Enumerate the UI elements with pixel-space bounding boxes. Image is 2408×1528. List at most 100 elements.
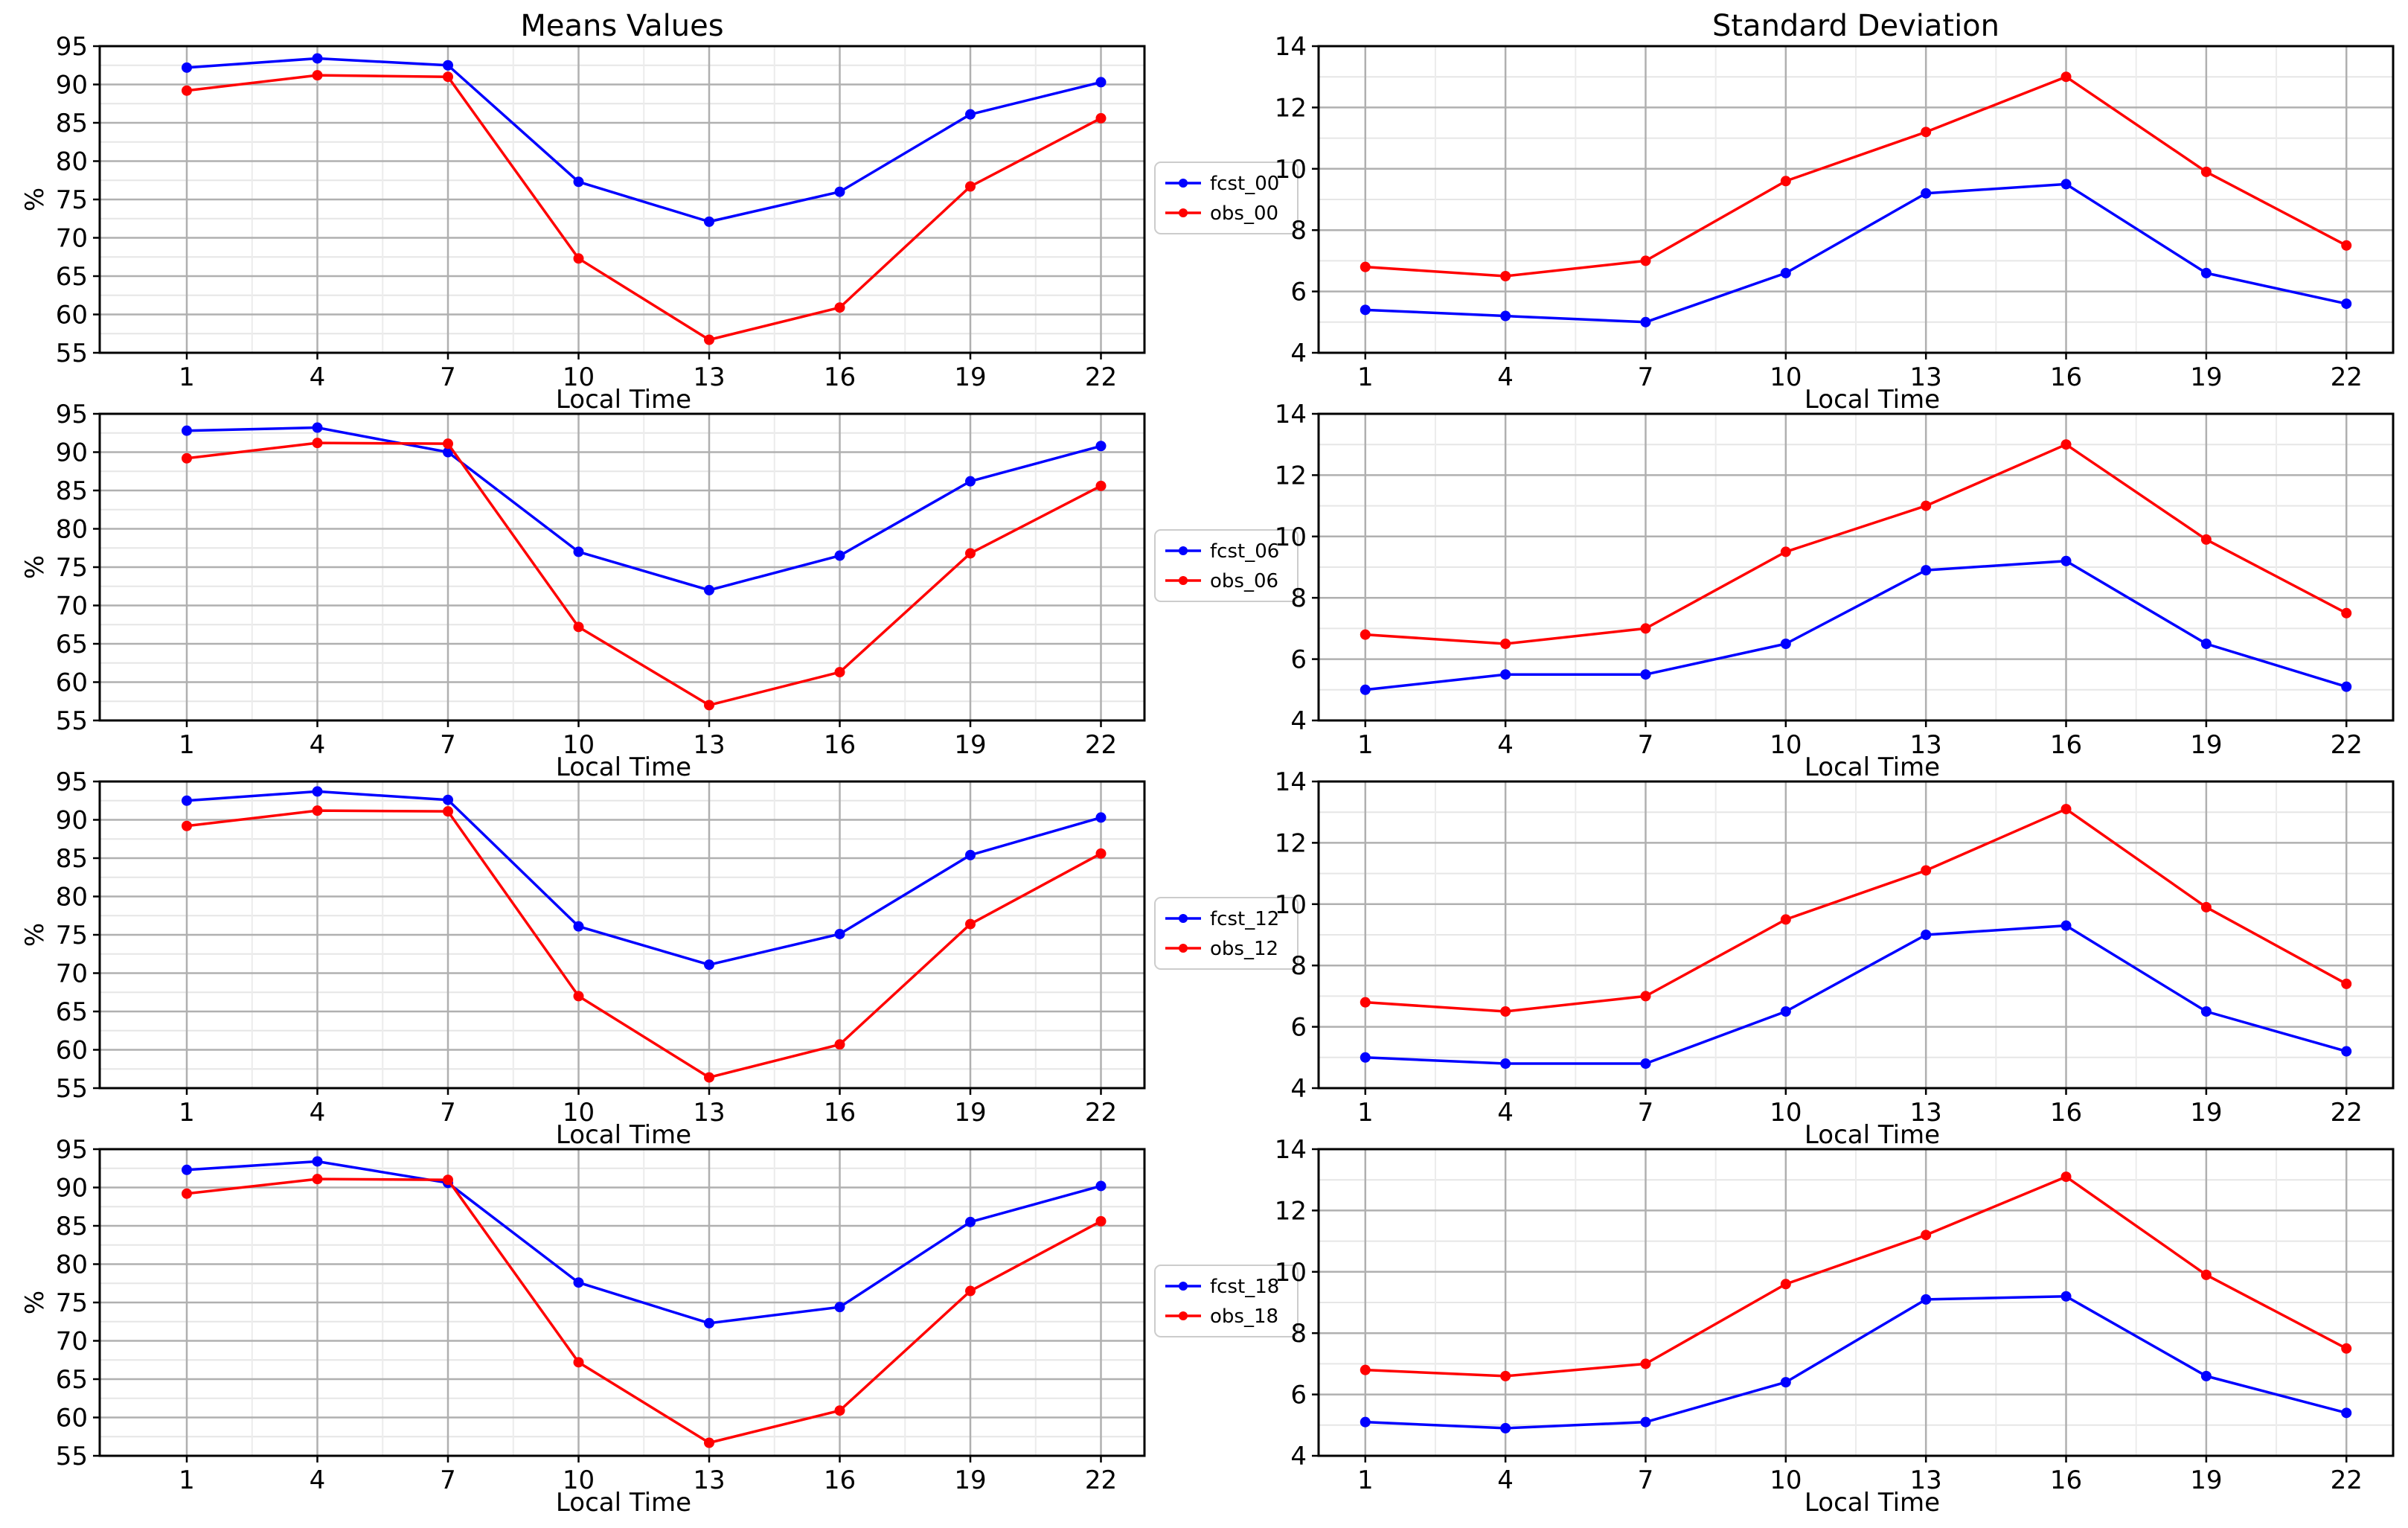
data-point-fcst_12 xyxy=(573,921,584,932)
x-tick-label: 4 xyxy=(1497,730,1514,760)
data-point-obs_00 xyxy=(1095,112,1107,124)
y-tick-label: 70 xyxy=(56,224,88,254)
y-tick-label: 90 xyxy=(56,71,88,100)
x-tick-label: 10 xyxy=(563,730,595,760)
data-point-obs_00 xyxy=(2200,166,2212,177)
x-tick-label: 13 xyxy=(693,1465,725,1495)
panel-mean-00: 55 60 65 70 75 80 85 90 95 1 4 7 10 13 16 19 22 Local Tim… xyxy=(20,9,1299,415)
legend-label: fcst_18 xyxy=(1210,1276,1279,1298)
data-point-fcst_12 xyxy=(704,959,714,971)
data-point-fcst_18 xyxy=(704,1317,714,1329)
data-point-fcst_18 xyxy=(2200,1370,2212,1381)
x-tick-label: 7 xyxy=(1638,1098,1654,1128)
x-tick-label: 7 xyxy=(1638,1465,1654,1495)
data-point-fcst_12 xyxy=(2060,920,2072,931)
series-line-obs_06 xyxy=(186,441,1102,707)
data-point-fcst_18 xyxy=(1640,1416,1651,1428)
legend-box xyxy=(1154,529,1299,602)
x-tick-label: 16 xyxy=(824,730,856,760)
data-point-obs_06 xyxy=(1921,500,1932,511)
x-axis-label: Local Time xyxy=(1805,385,1940,415)
axes-frame xyxy=(98,1148,1146,1457)
series-line-fcst_00 xyxy=(1365,182,2347,324)
legend-box xyxy=(1154,1265,1299,1337)
legend-marker-fcst_18 xyxy=(1179,1282,1188,1291)
x-tick-label: 19 xyxy=(954,730,986,760)
x-tick-label: 1 xyxy=(179,362,195,392)
legend-marker-obs_06 xyxy=(1179,576,1188,585)
data-point-obs_06 xyxy=(182,453,192,464)
x-tick-label: 22 xyxy=(1085,1098,1117,1128)
y-tick-label: 75 xyxy=(56,1288,88,1318)
legend-box xyxy=(1154,897,1299,970)
data-point-fcst_18 xyxy=(834,1302,845,1313)
series-line-fcst_06 xyxy=(186,426,1101,592)
data-point-fcst_12 xyxy=(2341,1046,2352,1057)
data-point-obs_00 xyxy=(443,71,453,83)
y-axis-label: % xyxy=(20,1291,50,1314)
legend-label: fcst_00 xyxy=(1210,173,1279,195)
x-tick-label: 16 xyxy=(824,1098,856,1128)
data-point-obs_12 xyxy=(1095,848,1107,859)
y-axis-label: % xyxy=(20,555,50,579)
data-point-fcst_06 xyxy=(2200,639,2212,649)
x-tick-label: 4 xyxy=(310,1098,326,1128)
legend-label: obs_12 xyxy=(1210,938,1278,960)
data-point-fcst_18 xyxy=(1095,1180,1107,1192)
y-tick-label: 80 xyxy=(56,147,88,177)
x-tick-label: 1 xyxy=(1357,730,1374,760)
axes-frame xyxy=(98,412,1146,722)
x-tick-label: 10 xyxy=(1770,1098,1802,1128)
data-point-obs_18 xyxy=(1921,1230,1932,1241)
data-point-obs_00 xyxy=(965,181,976,192)
y-tick-label: 90 xyxy=(56,806,88,836)
x-tick-label: 16 xyxy=(2050,1098,2082,1128)
x-tick-label: 4 xyxy=(1497,1098,1514,1128)
data-point-obs_00 xyxy=(1360,261,1371,272)
y-tick-label: 60 xyxy=(56,301,88,330)
y-tick-label: 95 xyxy=(56,32,88,62)
x-tick-label: 19 xyxy=(954,1098,986,1128)
data-point-fcst_18 xyxy=(2060,1291,2072,1302)
data-point-fcst_00 xyxy=(965,109,976,120)
y-tick-label: 12 xyxy=(1275,461,1307,490)
x-axis-label: Local Time xyxy=(556,1120,691,1150)
x-tick-label: 16 xyxy=(824,1465,856,1495)
data-point-fcst_00 xyxy=(704,216,714,227)
data-point-fcst_12 xyxy=(1780,1006,1791,1017)
x-tick-label: 7 xyxy=(440,730,456,760)
data-point-fcst_00 xyxy=(1640,316,1651,327)
y-tick-label: 6 xyxy=(1290,645,1307,675)
x-tick-label: 1 xyxy=(1357,362,1374,392)
series-line-obs_12 xyxy=(186,809,1102,1079)
y-tick-label: 12 xyxy=(1275,828,1307,858)
legend-marker-obs_00 xyxy=(1179,208,1188,217)
x-tick-label: 13 xyxy=(1910,1098,1942,1128)
data-point-obs_18 xyxy=(573,1357,584,1368)
x-tick-label: 13 xyxy=(693,362,725,392)
x-axis-label: Local Time xyxy=(556,752,691,782)
data-point-fcst_06 xyxy=(1921,565,1932,576)
y-tick-label: 10 xyxy=(1275,890,1307,920)
y-tick-label: 8 xyxy=(1290,584,1307,613)
legend: fcst_06 obs_06 xyxy=(1154,529,1299,602)
data-point-fcst_06 xyxy=(704,584,714,595)
data-point-obs_12 xyxy=(312,805,323,816)
data-point-obs_00 xyxy=(1921,127,1932,138)
x-tick-label: 19 xyxy=(954,362,986,392)
data-point-obs_00 xyxy=(1780,176,1791,187)
x-tick-label: 10 xyxy=(563,1098,595,1128)
legend-label: obs_18 xyxy=(1210,1305,1278,1328)
data-point-fcst_06 xyxy=(182,425,192,436)
y-tick-label: 80 xyxy=(56,1250,88,1280)
legend-marker-obs_12 xyxy=(1179,944,1188,953)
panel-title: Means Values xyxy=(520,9,723,43)
y-tick-label: 70 xyxy=(56,592,88,621)
data-point-fcst_18 xyxy=(312,1156,323,1167)
data-point-obs_12 xyxy=(1500,1006,1511,1017)
legend: fcst_12 obs_12 xyxy=(1154,897,1299,970)
axes-frame xyxy=(1317,412,2395,722)
series-line-obs_18 xyxy=(186,1177,1102,1445)
